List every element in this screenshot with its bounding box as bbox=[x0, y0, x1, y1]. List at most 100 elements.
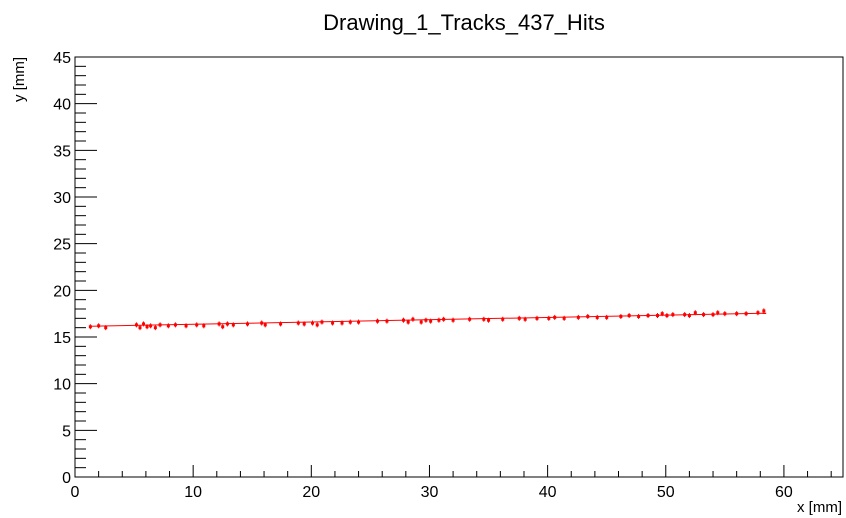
data-point bbox=[296, 320, 300, 326]
data-point bbox=[401, 317, 405, 323]
data-point bbox=[153, 325, 157, 331]
data-point bbox=[702, 312, 706, 318]
data-point bbox=[260, 320, 264, 326]
data-point bbox=[145, 324, 149, 330]
data-point bbox=[195, 322, 199, 328]
data-point bbox=[429, 318, 433, 324]
x-tick-label: 50 bbox=[657, 484, 675, 501]
data-point bbox=[375, 318, 379, 324]
data-point bbox=[202, 323, 206, 329]
data-point bbox=[411, 316, 415, 322]
data-point bbox=[723, 311, 727, 317]
data-point bbox=[619, 313, 623, 319]
plot-frame bbox=[74, 56, 844, 478]
y-tick-label: 45 bbox=[53, 50, 71, 67]
data-point bbox=[535, 315, 539, 321]
data-point bbox=[184, 323, 188, 329]
x-tick-label: 30 bbox=[421, 484, 439, 501]
data-point bbox=[468, 316, 472, 322]
data-point bbox=[302, 321, 306, 327]
data-point bbox=[166, 323, 170, 329]
data-point bbox=[693, 310, 697, 316]
data-point bbox=[231, 322, 235, 328]
y-tick-label: 20 bbox=[53, 283, 71, 300]
data-point bbox=[637, 313, 641, 319]
data-point bbox=[424, 317, 428, 323]
data-point bbox=[331, 320, 335, 326]
data-point bbox=[716, 310, 720, 316]
axis-ticks bbox=[74, 56, 832, 478]
data-point bbox=[665, 313, 669, 319]
x-tick-label: 40 bbox=[539, 484, 557, 501]
y-tick-label: 35 bbox=[53, 143, 71, 160]
data-point bbox=[671, 312, 675, 318]
y-axis-label: y [mm] bbox=[11, 57, 28, 102]
y-tick-label: 15 bbox=[53, 330, 71, 347]
data-point bbox=[646, 313, 650, 319]
data-point bbox=[482, 316, 486, 322]
data-point bbox=[149, 323, 153, 329]
x-tick-label: 10 bbox=[184, 484, 202, 501]
data-point bbox=[735, 311, 739, 317]
x-tick-label: 0 bbox=[71, 484, 80, 501]
hit-points bbox=[88, 308, 766, 331]
data-point bbox=[279, 321, 283, 327]
data-point bbox=[487, 317, 491, 323]
data-point bbox=[348, 319, 352, 325]
data-point bbox=[406, 319, 410, 325]
data-point bbox=[310, 320, 314, 326]
data-point bbox=[605, 314, 609, 320]
data-point bbox=[517, 315, 521, 321]
data-point bbox=[687, 313, 691, 319]
data-point bbox=[158, 322, 162, 328]
data-point bbox=[655, 313, 659, 319]
data-point bbox=[246, 321, 250, 327]
data-point bbox=[547, 315, 551, 321]
data-point bbox=[357, 319, 361, 325]
y-tick-label: 0 bbox=[62, 470, 71, 487]
y-tick-label: 25 bbox=[53, 237, 71, 254]
data-point bbox=[553, 314, 557, 320]
data-point bbox=[88, 324, 92, 330]
data-point bbox=[523, 316, 527, 322]
data-point bbox=[97, 323, 101, 329]
data-point bbox=[576, 314, 580, 320]
data-point bbox=[104, 325, 108, 331]
data-point bbox=[173, 322, 177, 328]
x-tick-label: 20 bbox=[302, 484, 320, 501]
data-point bbox=[762, 308, 766, 314]
y-tick-label: 30 bbox=[53, 190, 71, 207]
data-point bbox=[562, 315, 566, 321]
data-point bbox=[419, 319, 423, 325]
data-point bbox=[225, 321, 229, 327]
data-point bbox=[683, 312, 687, 318]
data-point bbox=[385, 318, 389, 324]
data-point bbox=[756, 310, 760, 316]
x-axis-label: x [mm] bbox=[797, 499, 842, 516]
data-point bbox=[217, 321, 221, 327]
track-fit-line bbox=[90, 312, 767, 327]
data-point bbox=[711, 312, 715, 318]
data-point bbox=[660, 311, 664, 317]
data-point bbox=[451, 317, 455, 323]
data-point bbox=[595, 314, 599, 320]
data-point bbox=[501, 316, 505, 322]
x-tick-label: 60 bbox=[775, 484, 793, 501]
data-point bbox=[627, 313, 631, 319]
axis-tick-labels: 0 10 20 30 40 50 60 0 5 10 15 20 25 30 35 40 45 bbox=[53, 50, 793, 501]
data-point bbox=[315, 322, 319, 328]
data-point bbox=[221, 324, 225, 330]
data-point bbox=[134, 322, 138, 328]
data-point bbox=[320, 319, 324, 325]
y-tick-label: 5 bbox=[62, 423, 71, 440]
data-point bbox=[340, 320, 344, 326]
data-point bbox=[744, 311, 748, 317]
y-tick-label: 40 bbox=[53, 97, 71, 114]
data-point bbox=[142, 321, 146, 327]
data-point bbox=[442, 316, 446, 322]
data-point bbox=[586, 313, 590, 319]
y-tick-label: 10 bbox=[53, 377, 71, 394]
data-point bbox=[138, 325, 142, 331]
chart-title: Drawing_1_Tracks_437_Hits bbox=[323, 10, 605, 35]
